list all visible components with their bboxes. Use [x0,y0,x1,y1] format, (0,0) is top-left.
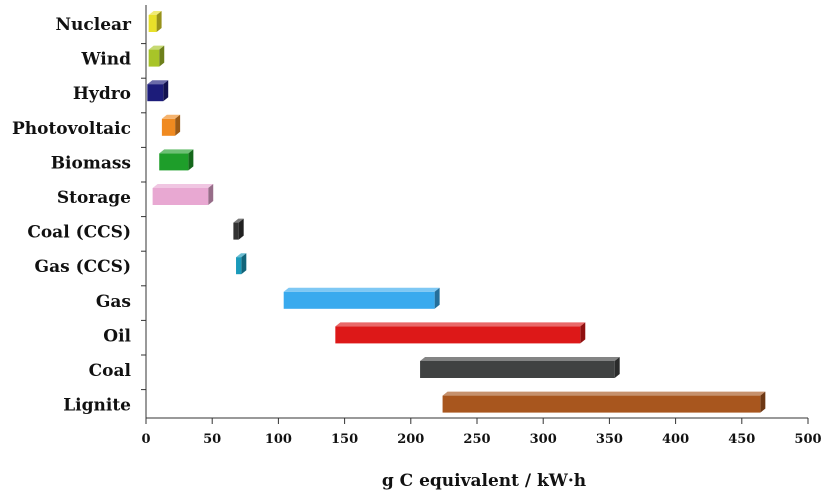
category-label-photovoltaic: Photovoltaic [12,119,131,139]
bar-wind [148,45,165,67]
category-label-coal: Coal [89,361,132,381]
bar-hydro [147,80,169,102]
bar-gas-ccs [236,253,247,275]
x-tick-label: 200 [397,432,424,447]
category-label-coal-ccs: Coal (CCS) [27,223,131,243]
category-label-hydro: Hydro [73,84,131,104]
bar-photovoltaic [161,114,181,136]
x-tick-label: 350 [596,432,623,447]
x-tick-label: 500 [794,432,821,447]
x-tick-label: 300 [530,432,557,447]
category-label-gas-ccs: Gas (CCS) [35,257,131,277]
bars-group [147,11,766,413]
x-tick-label: 150 [331,432,358,447]
category-label-lignite: Lignite [63,396,131,416]
bar-biomass [159,149,194,171]
x-ticks: 0 50 100 150 200 250 300 350 400 450 500 [141,418,822,447]
bar-lignite [442,391,766,413]
bar-coal-ccs [233,218,244,240]
category-label-wind: Wind [81,50,132,70]
category-label-nuclear: Nuclear [56,15,133,35]
x-tick-label: 400 [662,432,689,447]
bar-storage [152,184,214,205]
category-label-oil: Oil [103,326,131,346]
category-label-storage: Storage [57,188,131,208]
category-labels: Nuclear Wind Hydro Photovoltaic Biomass Stora… [12,15,146,416]
x-tick-label: 100 [265,432,292,447]
x-tick-label: 250 [463,432,490,447]
bar-coal [420,357,620,378]
category-label-biomass: Biomass [51,153,131,173]
x-tick-label: 50 [203,432,221,447]
x-axis-title: g C equivalent / kW·h [382,471,586,491]
category-label-gas: Gas [96,292,131,312]
bar-oil [335,322,586,344]
bar-gas [283,287,440,309]
bar-nuclear [148,11,162,32]
x-tick-label: 0 [141,432,150,447]
x-tick-label: 450 [728,432,755,447]
